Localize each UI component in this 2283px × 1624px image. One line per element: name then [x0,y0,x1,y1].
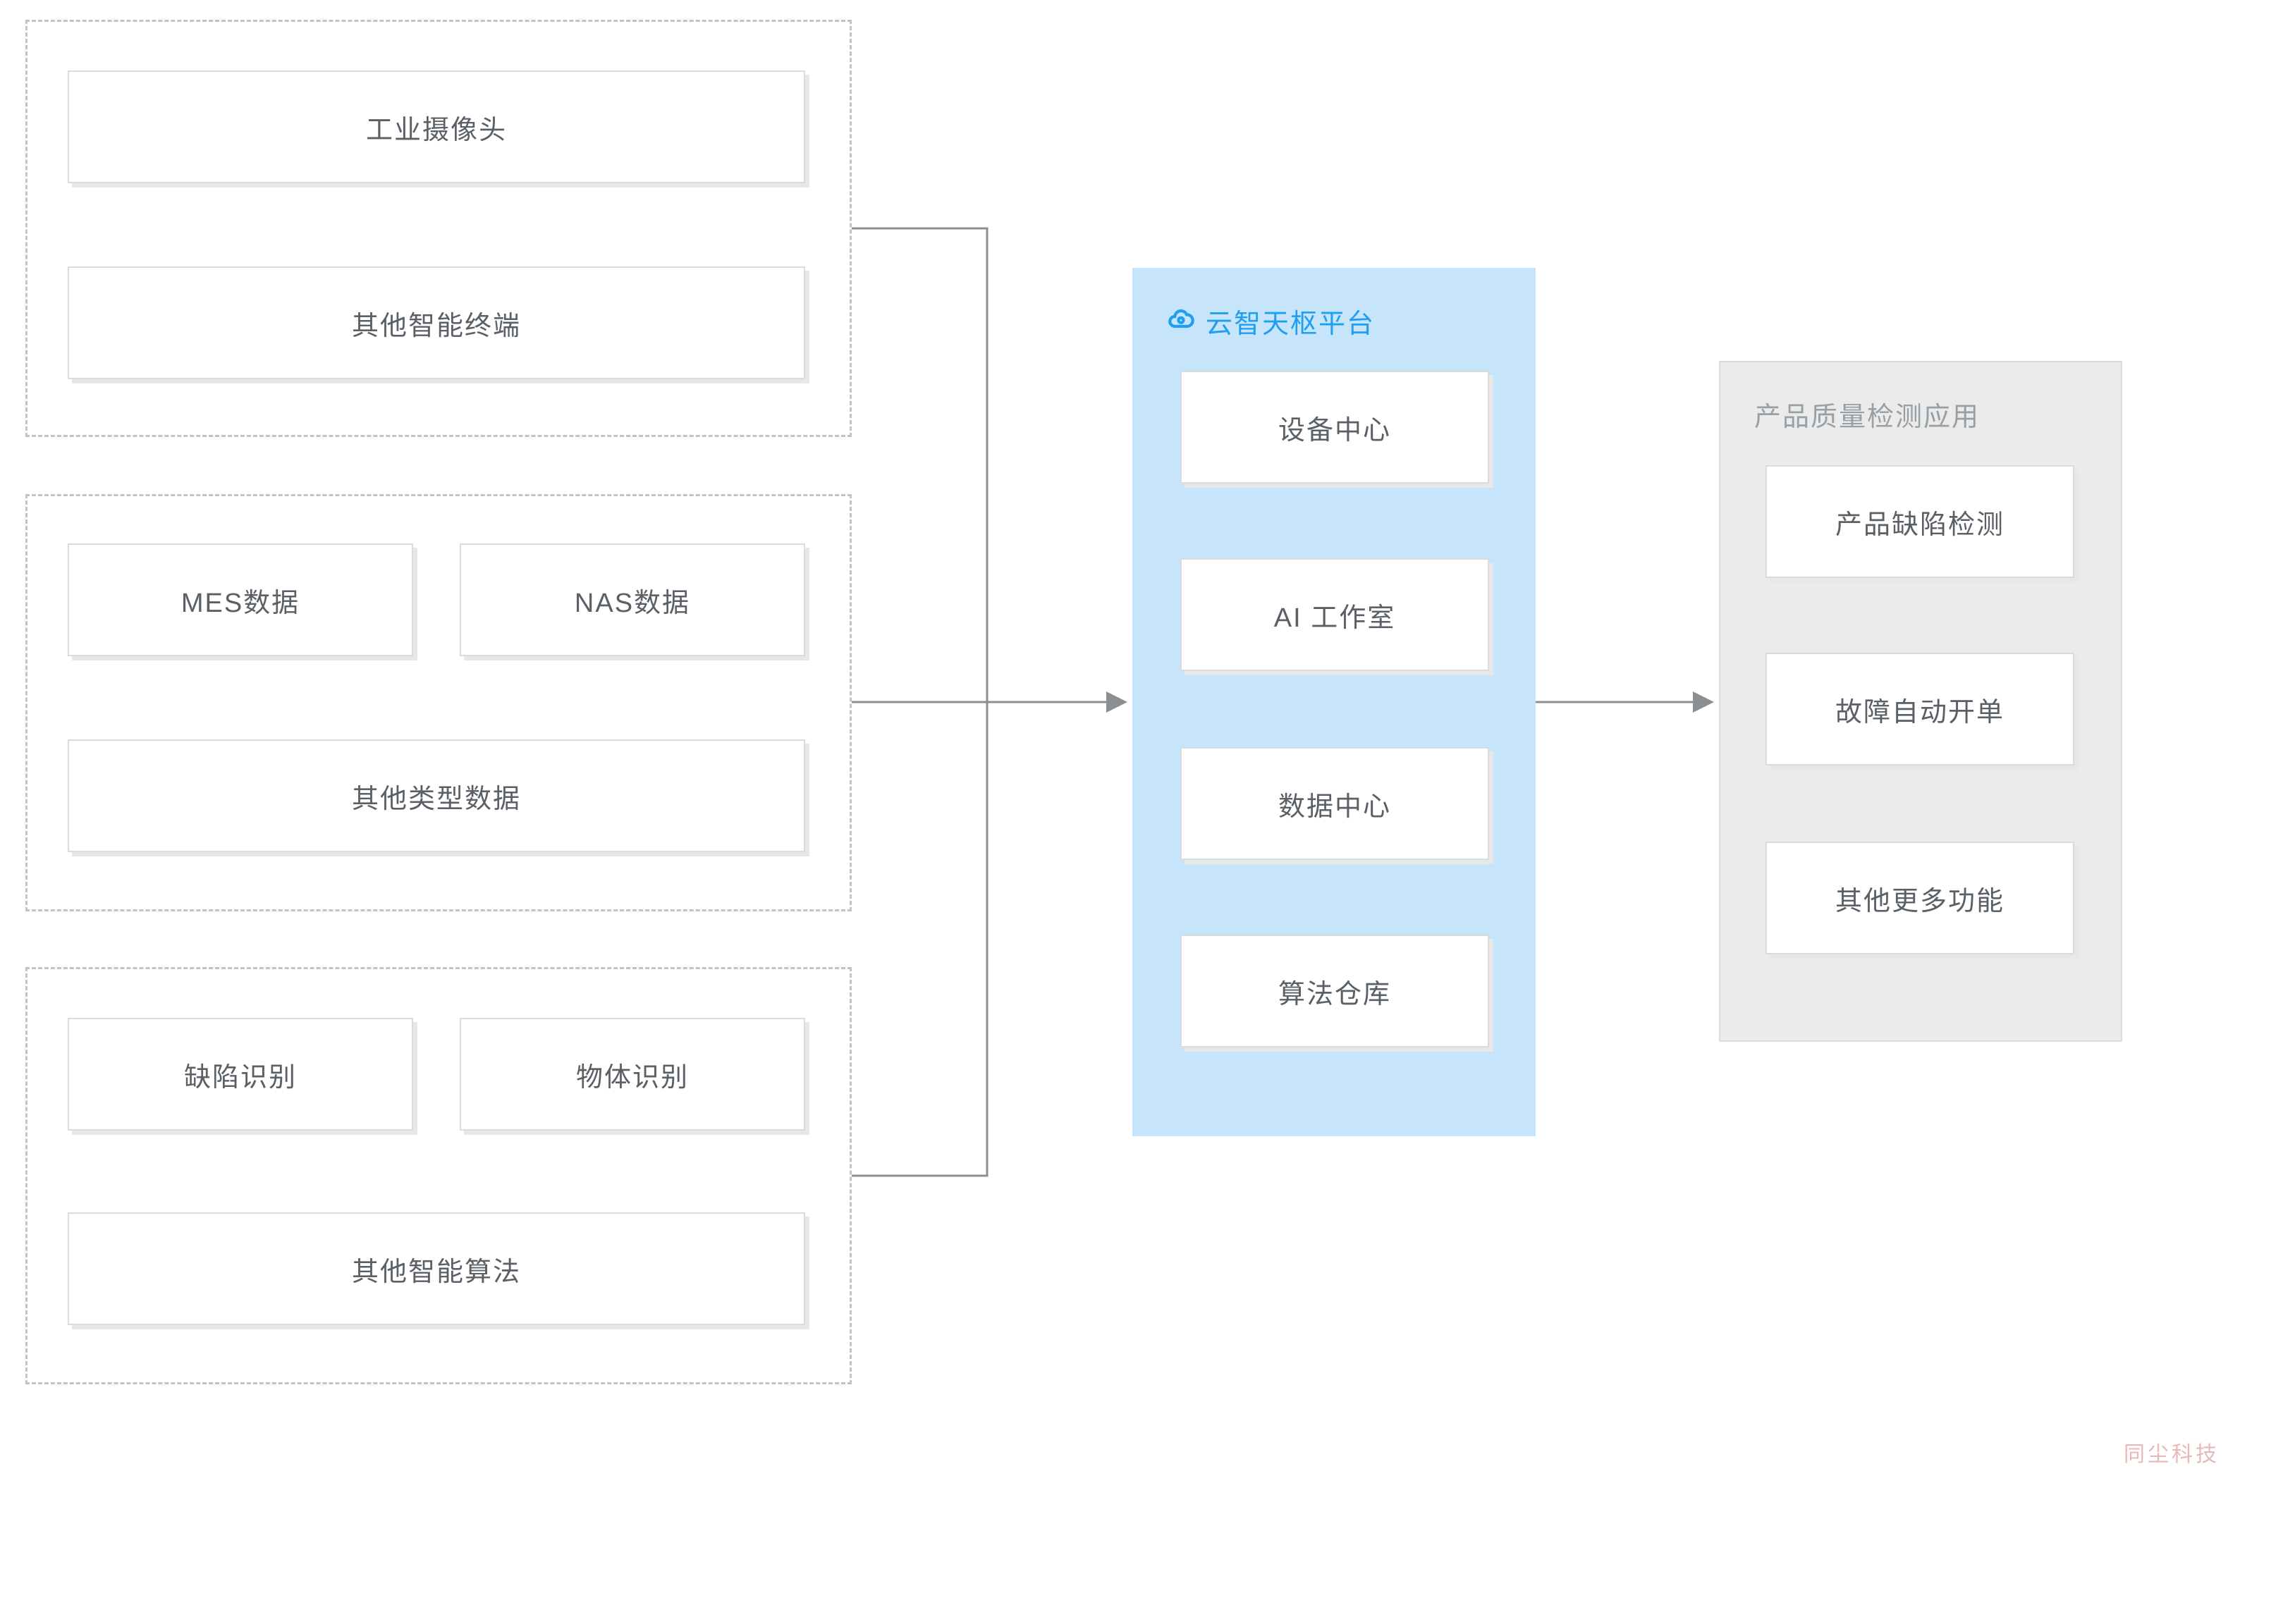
card-label: 其他类型数据 [352,777,521,816]
applications-title-text: 产品质量检测应用 [1754,402,1980,432]
card-algo-repo: 算法仓库 [1180,935,1489,1047]
card-label: 设备中心 [1278,408,1391,447]
card-label: 数据中心 [1278,785,1391,823]
card-other-algorithms: 其他智能算法 [68,1212,805,1325]
card-label: 其他更多功能 [1835,879,2004,918]
watermark: 同尘科技 [2124,1437,2220,1468]
card-label: MES数据 [181,581,300,620]
card-label: 故障自动开单 [1835,690,2004,729]
applications-title: 产品质量检测应用 [1754,395,1980,433]
card-mes-data: MES数据 [68,543,413,656]
card-ai-studio: AI 工作室 [1180,558,1489,671]
platform-title: 云智天枢平台 [1166,302,1375,340]
card-device-center: 设备中心 [1180,371,1489,484]
architecture-diagram: 工业摄像头 其他智能终端 MES数据 NAS数据 其他类型数据 缺陷识别 物体识… [0,0,2283,1624]
card-object-recognition: 物体识别 [460,1018,805,1131]
card-label: 其他智能终端 [352,304,521,343]
cloud-icon [1166,307,1196,336]
card-label: NAS数据 [575,581,690,620]
card-label: 缺陷识别 [184,1055,297,1094]
card-label: 工业摄像头 [366,108,507,147]
card-industrial-camera: 工业摄像头 [68,70,805,183]
card-more-functions: 其他更多功能 [1765,842,2074,954]
card-nas-data: NAS数据 [460,543,805,656]
card-defect-recognition: 缺陷识别 [68,1018,413,1131]
card-label: 算法仓库 [1278,972,1391,1011]
card-data-center: 数据中心 [1180,747,1489,860]
card-label: 物体识别 [576,1055,689,1094]
watermark-text: 同尘科技 [2124,1443,2220,1466]
platform-title-text: 云智天枢平台 [1206,302,1375,340]
connector-trident [852,228,1125,1176]
card-other-data: 其他类型数据 [68,739,805,852]
card-label: 产品缺陷检测 [1835,503,2004,541]
card-label: AI 工作室 [1274,596,1395,634]
card-auto-ticket: 故障自动开单 [1765,653,2074,765]
card-other-terminals: 其他智能终端 [68,266,805,379]
card-defect-detection: 产品缺陷检测 [1765,465,2074,578]
card-label: 其他智能算法 [352,1250,521,1288]
